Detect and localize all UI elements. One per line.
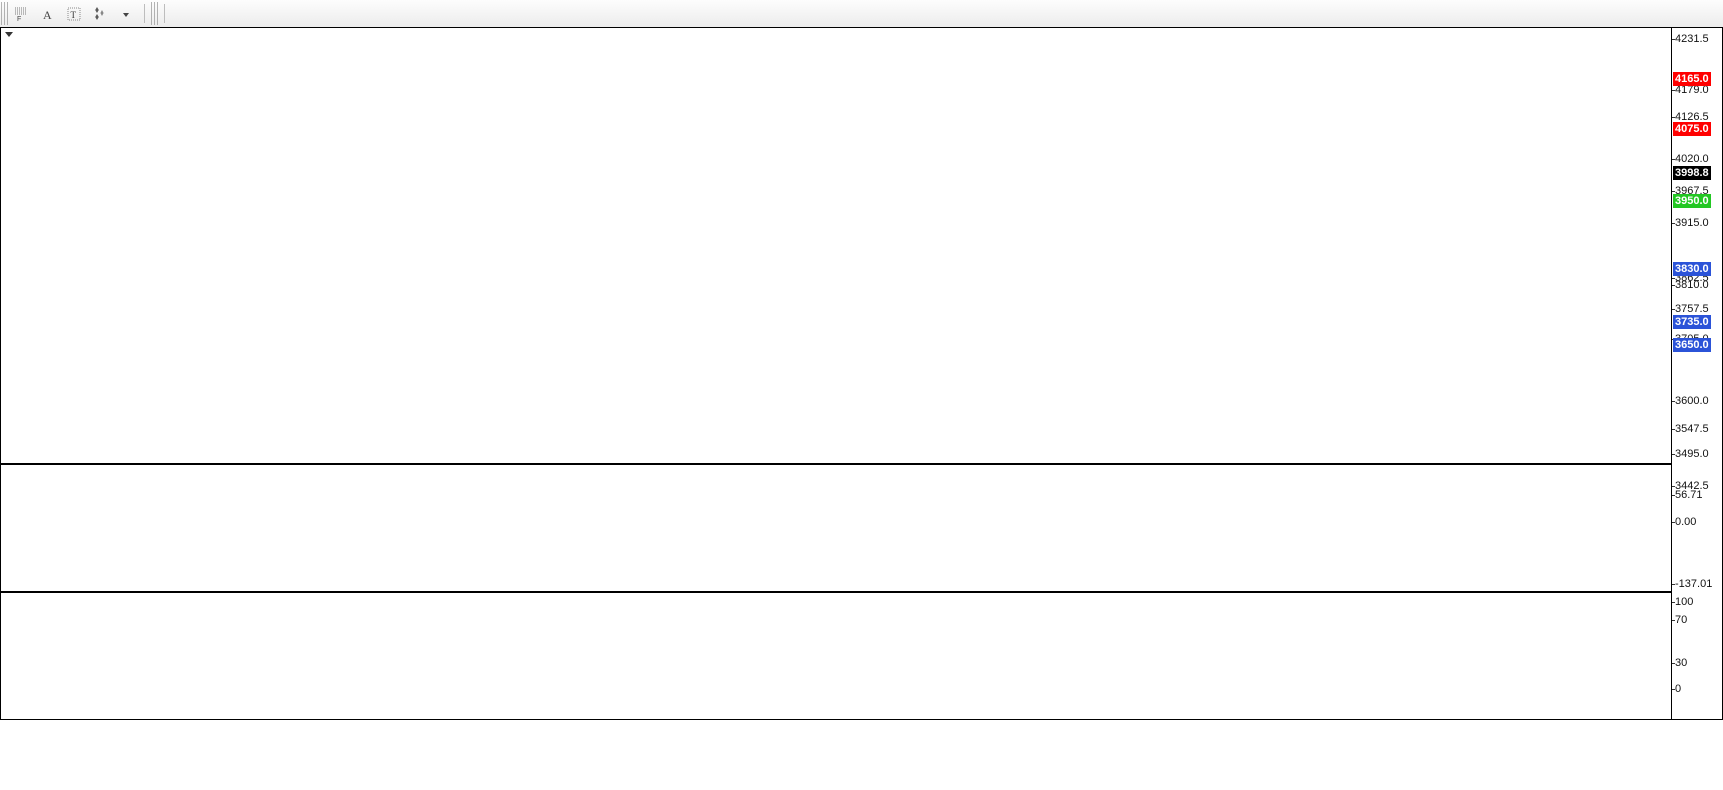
price-tick: 4126.5 xyxy=(1675,111,1709,123)
macd-svg xyxy=(1,465,1671,591)
price-tag-4165-0: 4165.0 xyxy=(1673,72,1711,86)
text-tool-icon[interactable]: A xyxy=(35,2,61,26)
scale-tick-mark xyxy=(1672,689,1675,690)
price-tag-3830-0: 3830.0 xyxy=(1673,262,1711,276)
toolbar-divider xyxy=(144,4,145,23)
price-tick: 3810.0 xyxy=(1675,279,1709,291)
price-tick: 4231.5 xyxy=(1675,33,1709,45)
scale-tick-mark xyxy=(1672,117,1675,118)
dropdown-arrow-icon[interactable] xyxy=(113,2,139,26)
price-tag-3950-0: 3950.0 xyxy=(1673,194,1711,208)
price-tick: 3495.0 xyxy=(1675,448,1709,460)
timeframe-grip[interactable] xyxy=(151,2,159,25)
scale-tick-mark xyxy=(1672,602,1675,603)
price-tick: 0.00 xyxy=(1675,516,1697,528)
scale-tick-mark xyxy=(1672,223,1675,224)
crosshair-f-icon[interactable]: F xyxy=(9,2,35,26)
price-tag-3650-0: 3650.0 xyxy=(1673,338,1711,352)
svg-text:T: T xyxy=(71,10,77,20)
text-label-icon[interactable]: T xyxy=(61,2,87,26)
price-chart-pane[interactable] xyxy=(0,27,1672,464)
scale-tick-mark xyxy=(1672,495,1675,496)
scale-tick-mark xyxy=(1672,486,1675,487)
toolbar-grip[interactable] xyxy=(1,2,9,25)
svg-text:F: F xyxy=(17,16,21,22)
scale-tick-mark xyxy=(1672,454,1675,455)
scale-tick-mark xyxy=(1672,159,1675,160)
rsi-pane[interactable] xyxy=(0,592,1672,720)
scale-tick-mark xyxy=(1672,401,1675,402)
price-tick: -137.01 xyxy=(1675,578,1713,590)
scale-tick-mark xyxy=(1672,584,1675,585)
scale-tick-mark xyxy=(1672,620,1675,621)
price-tick: 3547.5 xyxy=(1675,423,1709,435)
scale-tick-mark xyxy=(1672,191,1675,192)
price-tick: 0 xyxy=(1675,683,1682,695)
price-tick: 30 xyxy=(1675,657,1688,669)
macd-plot xyxy=(1,465,1671,591)
time-axis[interactable] xyxy=(0,720,1723,790)
price-tick: 3757.5 xyxy=(1675,303,1709,315)
scale-tick-mark xyxy=(1672,522,1675,523)
price-tag-3998-8: 3998.8 xyxy=(1673,166,1711,180)
price-tick: 4020.0 xyxy=(1675,153,1709,165)
price-svg xyxy=(1,28,1671,463)
scale-tick-mark xyxy=(1672,90,1675,91)
price-tick: 4179.0 xyxy=(1675,84,1709,96)
toolbar-divider-2 xyxy=(164,4,165,23)
price-tick: 3915.0 xyxy=(1675,217,1709,229)
price-tag-4075-0: 4075.0 xyxy=(1673,122,1711,136)
price-tick: 3442.5 xyxy=(1675,480,1709,492)
rsi-svg xyxy=(1,593,1671,719)
main-toolbar: F A T xyxy=(0,0,1723,28)
price-scale[interactable]: 4231.5 4179.0 4126.5 4020.0 3967.5 3915.0 3862… xyxy=(1672,27,1723,720)
svg-text:A: A xyxy=(43,8,52,21)
scale-tick-mark xyxy=(1672,429,1675,430)
scale-tick-mark xyxy=(1672,285,1675,286)
scale-tick-mark xyxy=(1672,309,1675,310)
scale-tick-mark xyxy=(1672,278,1675,279)
price-tick: 100 xyxy=(1675,596,1694,608)
price-tag-3735-0: 3735.0 xyxy=(1673,315,1711,329)
objects-icon[interactable] xyxy=(87,2,113,26)
price-tick: 3600.0 xyxy=(1675,395,1709,407)
macd-pane[interactable] xyxy=(0,464,1672,592)
price-tick: 70 xyxy=(1675,614,1688,626)
rsi-plot xyxy=(1,593,1671,719)
collapse-triangle-icon[interactable] xyxy=(5,32,13,37)
price-tick: 56.71 xyxy=(1675,489,1703,501)
scale-tick-mark xyxy=(1672,663,1675,664)
scale-tick-mark xyxy=(1672,39,1675,40)
price-plot xyxy=(1,28,1671,463)
symbol-header xyxy=(5,32,23,37)
